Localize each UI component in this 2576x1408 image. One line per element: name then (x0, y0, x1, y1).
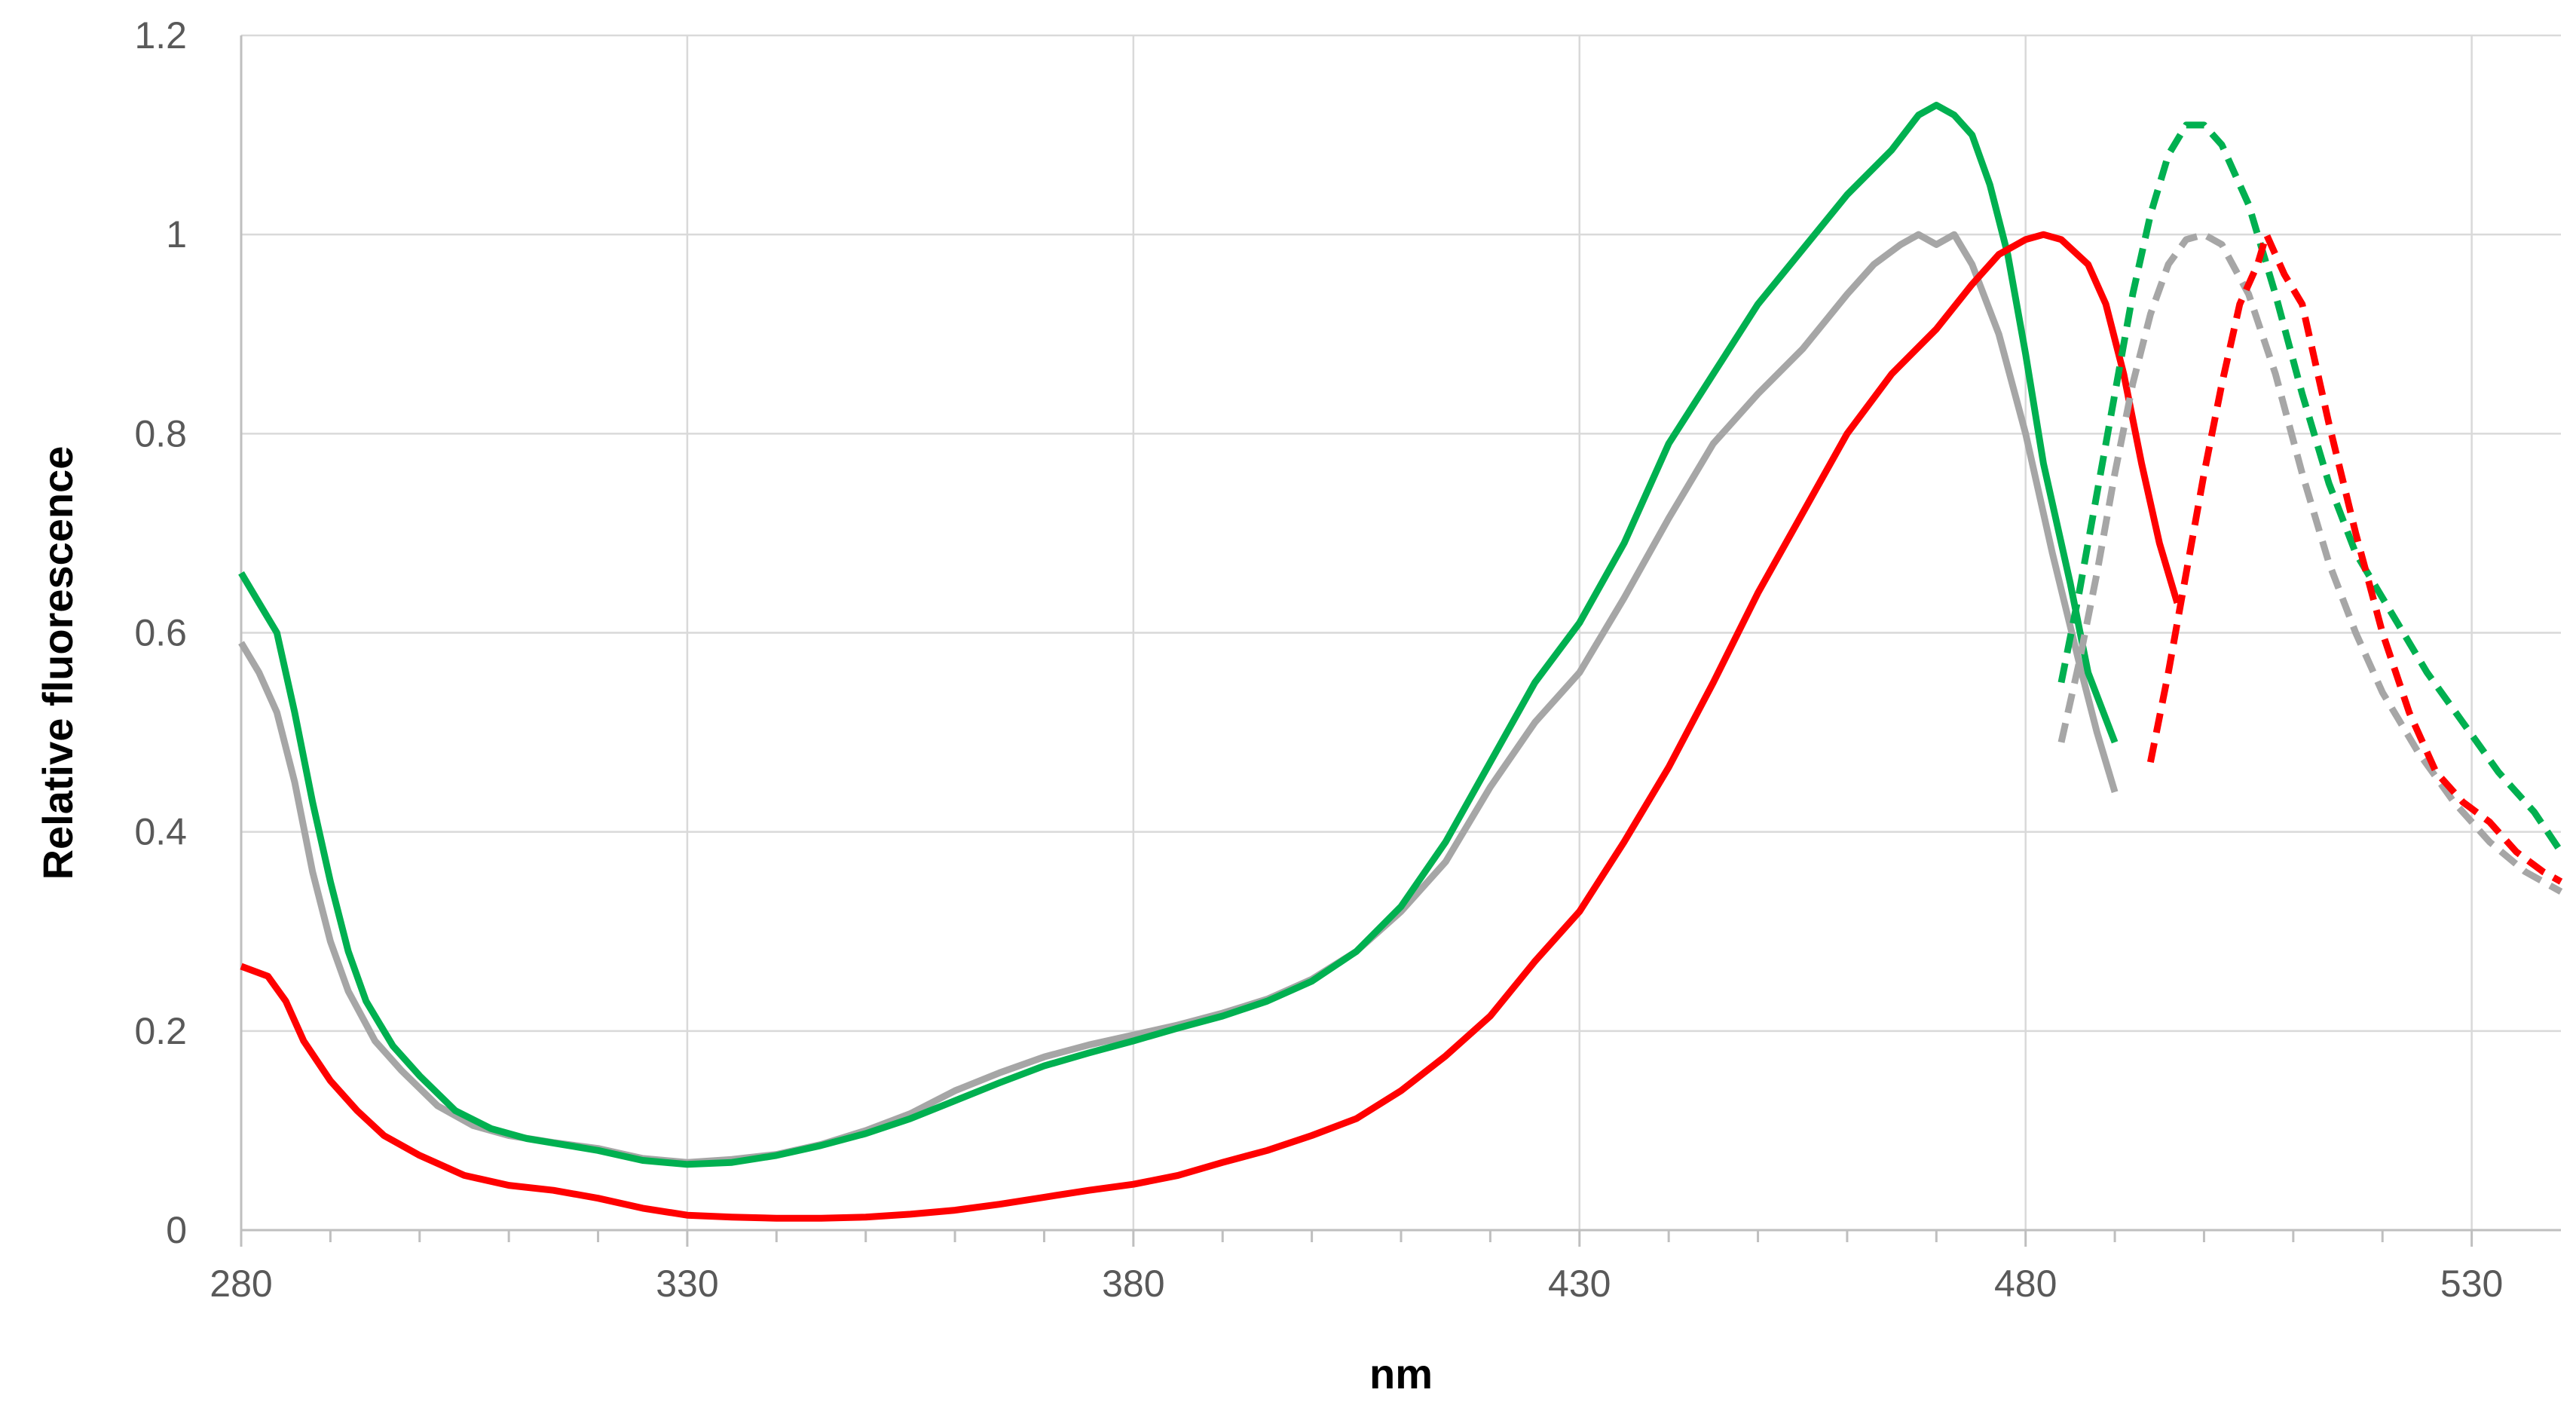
x-tick-label: 430 (1548, 1263, 1611, 1305)
y-tick-label: 1 (166, 213, 187, 256)
series-line-2-solid (238, 102, 2119, 1168)
x-tick-label: 480 (1994, 1263, 2057, 1305)
series-layer (238, 102, 2564, 1222)
y-tick-label: 1.2 (134, 14, 187, 57)
y-tick-label: 0.2 (134, 1010, 187, 1052)
y-axis-title: Relative fluorescence (34, 446, 81, 880)
y-tick-label: 0.4 (134, 811, 187, 853)
x-axis-tick-labels: 280 330 380 430 480 530 (210, 1263, 2503, 1305)
x-tick-label: 530 (2440, 1263, 2503, 1305)
horizontal-gridlines (241, 34, 2561, 1033)
y-tick-label: 0.8 (134, 412, 187, 455)
series-line-6-dashed (2146, 231, 2563, 885)
y-tick-label: 0.6 (134, 612, 187, 654)
series-line-4-dashed (2057, 231, 2563, 895)
x-tick-label: 280 (210, 1263, 272, 1305)
series-line-3-solid (240, 231, 2181, 1222)
series-line-1-solid (238, 231, 2119, 1166)
y-tick-label: 0 (166, 1209, 187, 1251)
y-axis-tick-labels: 0 0.2 0.4 0.6 0.8 1 1.2 (134, 14, 187, 1251)
x-tick-label: 330 (656, 1263, 718, 1305)
x-tick-label: 380 (1102, 1263, 1164, 1305)
x-axis-title: nm (1369, 1350, 1433, 1397)
x-axis-minor-ticks (240, 1230, 2474, 1247)
